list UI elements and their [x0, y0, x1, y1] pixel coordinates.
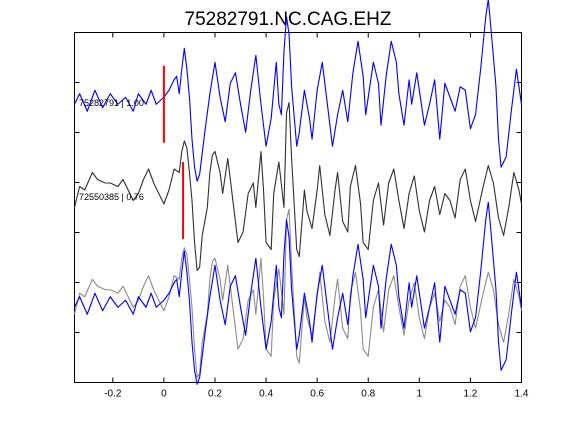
x-tick-label: 1: [417, 389, 423, 400]
x-tick-label: -0.2: [104, 389, 122, 400]
plot-frame: [74, 32, 522, 383]
trace-label-neighbor: 72550385 | 0.76: [79, 192, 144, 202]
pick-markers: [162, 65, 185, 239]
trace-overlay-master: [74, 201, 523, 385]
tick-marks: [74, 32, 522, 383]
chart-title: 75282791.NC.CAG.EHZ: [185, 9, 392, 30]
waveform-traces: [73, 0, 523, 385]
x-tick-label: 1.4: [515, 389, 529, 400]
x-tick-label: 0.8: [361, 389, 375, 400]
x-tick-label: 1.2: [463, 389, 477, 400]
x-tick-labels: -0.2 0 0.2 0.4 0.6 0.8 1 1.2 1.4: [104, 389, 529, 400]
x-tick-label: 0: [161, 389, 167, 400]
trace-label-master: 75282791 | 1.00: [79, 98, 144, 108]
x-tick-label: 0.2: [208, 389, 222, 400]
trace-master: [74, 0, 523, 182]
x-tick-label: 0.6: [310, 389, 324, 400]
x-tick-label: 0.4: [259, 389, 273, 400]
trace-neighbor: [73, 101, 523, 272]
